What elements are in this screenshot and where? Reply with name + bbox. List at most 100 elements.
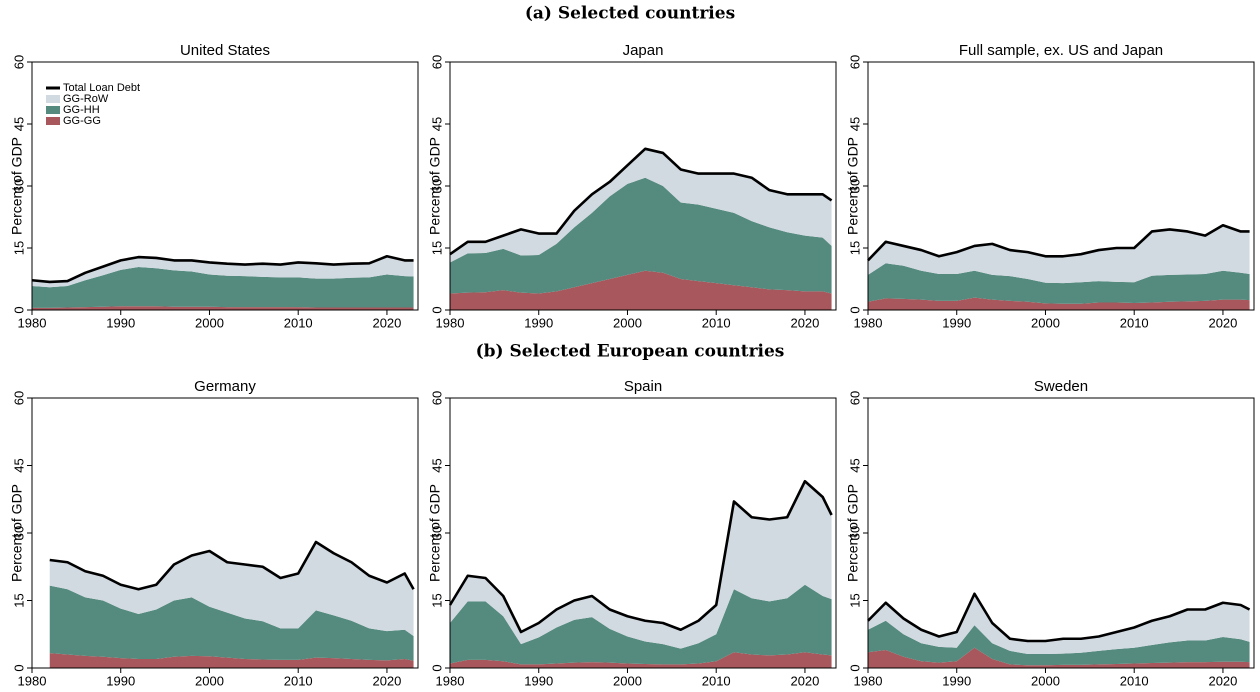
y-tick-label: 0 — [429, 306, 444, 313]
area — [450, 177, 832, 294]
y-tick-label: 15 — [11, 593, 26, 607]
x-tick-label: 1980 — [18, 673, 47, 688]
y-tick-label: 15 — [847, 593, 862, 607]
x-tick-label: 2000 — [195, 673, 224, 688]
y-tick-label: 45 — [429, 117, 444, 131]
total-line — [49, 540, 415, 591]
y-axis-label: Percent of GDP — [427, 484, 443, 582]
section-heading: (b) Selected European countries — [476, 342, 785, 362]
area — [450, 270, 832, 310]
panel-title: Japan — [623, 42, 664, 59]
area — [49, 585, 414, 661]
x-tick-label: 2010 — [284, 673, 313, 688]
y-tick-label: 45 — [429, 458, 444, 472]
y-tick-label: 60 — [847, 391, 862, 405]
y-axis-label: Percent of GDP — [9, 137, 25, 235]
x-tick-label: 2020 — [372, 315, 401, 330]
panel-title: Germany — [194, 378, 256, 395]
area — [868, 593, 1250, 655]
legend-label: GG-RoW — [63, 93, 109, 105]
legend-swatch — [46, 117, 60, 125]
x-tick-label: 1980 — [854, 673, 883, 688]
area — [49, 542, 414, 637]
area — [450, 481, 832, 649]
area — [868, 263, 1250, 304]
y-tick-label: 15 — [11, 241, 26, 255]
y-tick-label: 15 — [847, 241, 862, 255]
y-tick-label: 30 — [847, 526, 862, 540]
total-line — [867, 223, 1250, 262]
y-tick-label: 45 — [11, 458, 26, 472]
x-tick-label: 2020 — [1208, 315, 1237, 330]
y-tick-label: 0 — [11, 664, 26, 671]
y-tick-label: 0 — [429, 664, 444, 671]
y-tick-label: 30 — [11, 179, 26, 193]
x-tick-label: 1980 — [18, 315, 47, 330]
panel-title: Spain — [624, 378, 662, 395]
y-tick-label: 30 — [11, 526, 26, 540]
x-tick-label: 2020 — [1208, 673, 1237, 688]
x-tick-label: 1980 — [436, 673, 465, 688]
y-tick-label: 60 — [429, 55, 444, 69]
y-tick-label: 30 — [429, 179, 444, 193]
x-tick-label: 1980 — [436, 315, 465, 330]
legend-label: Total Loan Debt — [63, 82, 140, 94]
area — [868, 647, 1250, 668]
area — [49, 653, 414, 668]
x-tick-label: 2010 — [702, 315, 731, 330]
x-tick-label: 1990 — [106, 673, 135, 688]
y-tick-label: 60 — [847, 55, 862, 69]
total-line — [449, 147, 833, 256]
total-line — [31, 254, 414, 284]
x-tick-label: 1990 — [942, 315, 971, 330]
panel-title: Sweden — [1034, 378, 1088, 395]
y-tick-label: 15 — [429, 241, 444, 255]
y-tick-label: 45 — [847, 117, 862, 131]
x-tick-label: 2010 — [284, 315, 313, 330]
x-tick-label: 1980 — [854, 315, 883, 330]
y-tick-label: 60 — [11, 55, 26, 69]
legend-swatch — [46, 106, 60, 114]
x-tick-label: 2000 — [613, 673, 642, 688]
y-tick-label: 0 — [847, 664, 862, 671]
x-tick-label: 1990 — [524, 673, 553, 688]
y-tick-label: 15 — [429, 593, 444, 607]
y-tick-label: 45 — [11, 117, 26, 131]
y-tick-label: 30 — [429, 526, 444, 540]
x-tick-label: 2020 — [790, 673, 819, 688]
area — [450, 652, 832, 668]
area — [868, 620, 1250, 666]
x-tick-label: 1990 — [942, 673, 971, 688]
x-tick-label: 2000 — [1031, 315, 1060, 330]
area — [868, 225, 1250, 284]
y-axis-label: Percent of GDP — [845, 137, 861, 235]
y-tick-label: 0 — [11, 306, 26, 313]
x-tick-label: 2010 — [1120, 315, 1149, 330]
y-tick-label: 45 — [847, 458, 862, 472]
y-tick-label: 60 — [11, 391, 26, 405]
area — [450, 584, 832, 665]
area — [868, 297, 1250, 310]
y-tick-label: 0 — [847, 306, 862, 313]
area — [32, 267, 414, 308]
x-tick-label: 2000 — [195, 315, 224, 330]
legend-label: GG-GG — [63, 115, 101, 127]
section-heading: (a) Selected countries — [525, 4, 735, 24]
x-tick-label: 2010 — [702, 673, 731, 688]
y-tick-label: 60 — [429, 391, 444, 405]
total-line — [448, 479, 833, 634]
legend-label: GG-HH — [63, 104, 100, 116]
legend-swatch — [46, 95, 60, 103]
y-axis-label: Percent of GDP — [9, 484, 25, 582]
total-line — [867, 592, 1251, 643]
panel-title: Full sample, ex. US and Japan — [959, 42, 1163, 59]
x-tick-label: 2000 — [613, 315, 642, 330]
x-tick-label: 2010 — [1120, 673, 1149, 688]
x-tick-label: 2020 — [372, 673, 401, 688]
x-tick-label: 1990 — [106, 315, 135, 330]
y-axis-label: Percent of GDP — [845, 484, 861, 582]
area — [32, 306, 414, 310]
x-tick-label: 1990 — [524, 315, 553, 330]
